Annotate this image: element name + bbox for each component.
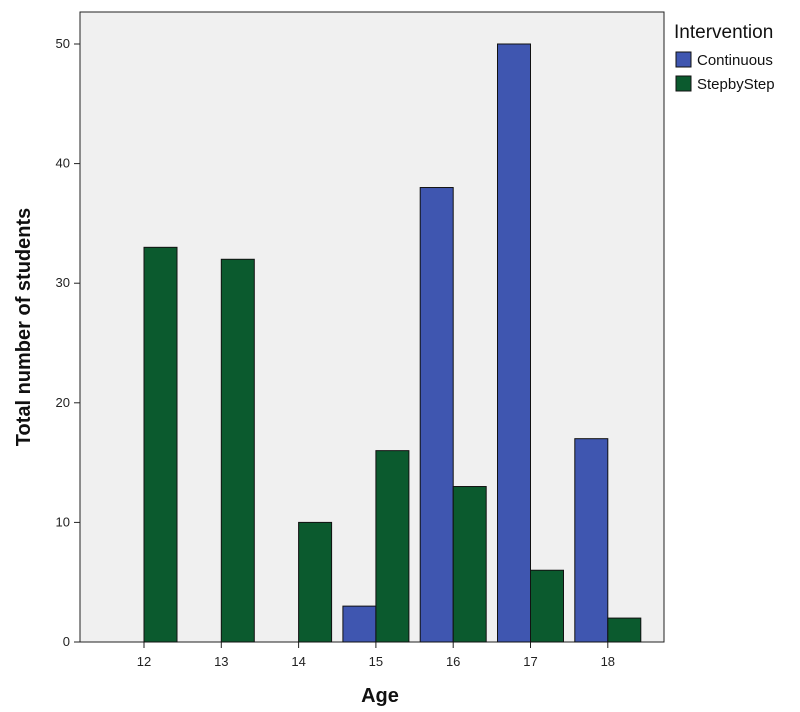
x-tick-label: 18 (601, 654, 615, 669)
bar-stepbystep-14 (298, 521, 333, 643)
y-tick-label: 20 (56, 395, 70, 410)
x-tick-label: 14 (291, 654, 305, 669)
x-tick-label: 17 (523, 654, 537, 669)
x-tick-label: 13 (214, 654, 228, 669)
legend-swatch-stepbystep (675, 75, 692, 92)
x-tick-label: 16 (446, 654, 460, 669)
legend-title: Intervention (674, 22, 773, 43)
bar-stepbystep-12 (143, 246, 178, 643)
y-tick-label: 40 (56, 156, 70, 171)
x-tick-label: 15 (369, 654, 383, 669)
bars (143, 43, 642, 643)
bar-continuous-17 (497, 43, 531, 643)
bar-stepbystep-15 (375, 450, 410, 643)
y-tick-label: 30 (56, 275, 70, 290)
bar-continuous-18 (574, 438, 609, 643)
x-tick-label: 12 (137, 654, 151, 669)
bar-stepbystep-13 (220, 258, 255, 643)
legend-label-continuous: Continuous (697, 52, 773, 69)
legend-swatch-continuous (675, 51, 692, 68)
bar-stepbystep-17 (530, 569, 564, 643)
y-axis-ticks: 0 10 20 30 40 50 (56, 36, 80, 649)
y-tick-label: 0 (63, 634, 70, 649)
bar-continuous-16 (419, 187, 454, 643)
bar-stepbystep-16 (452, 486, 487, 643)
y-tick-label: 50 (56, 36, 70, 51)
y-tick-label: 10 (56, 514, 70, 529)
x-axis-title: Age (361, 685, 399, 707)
legend-label-stepbystep: StepbyStep (697, 76, 775, 93)
y-axis-title: Total number of students (13, 208, 35, 447)
x-axis-ticks: 12 13 14 15 16 17 18 (137, 642, 615, 669)
legend-items: Continuous StepbyStep (675, 51, 775, 93)
legend: Intervention Continuous StepbyStep (674, 22, 775, 93)
bar-continuous-15 (342, 605, 377, 643)
bar-stepbystep-18 (607, 617, 642, 643)
